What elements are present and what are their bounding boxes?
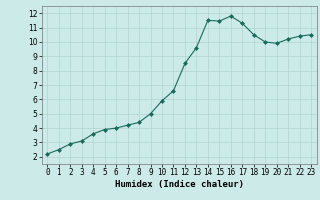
X-axis label: Humidex (Indice chaleur): Humidex (Indice chaleur): [115, 180, 244, 189]
